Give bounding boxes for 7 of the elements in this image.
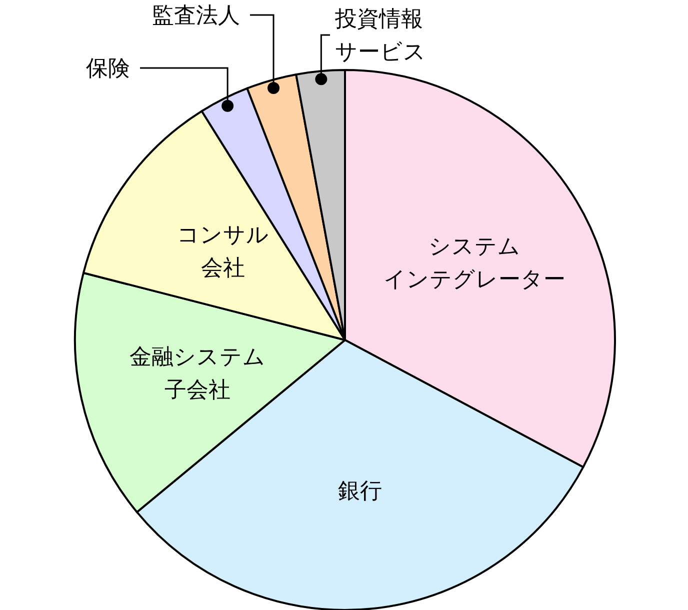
slice-label: 投資情報サービス	[334, 7, 426, 66]
slice-label: 銀行	[338, 479, 382, 504]
slice-label: コンサル会社	[176, 222, 269, 281]
slice-label: システムインテグレーター	[384, 234, 566, 292]
slice-label: 監査法人	[152, 4, 240, 29]
slice-label: 保険	[86, 56, 130, 82]
slice-label: 金融システム子会社	[129, 345, 266, 404]
